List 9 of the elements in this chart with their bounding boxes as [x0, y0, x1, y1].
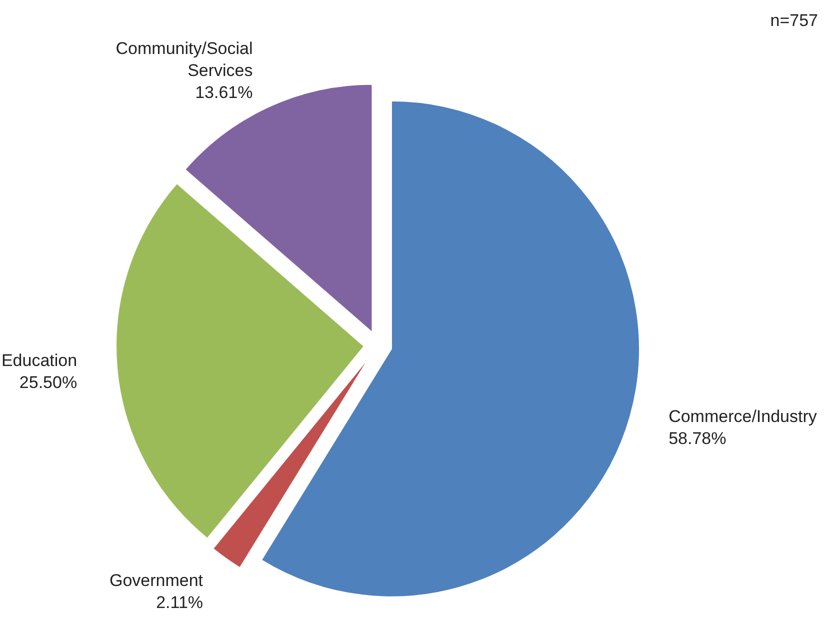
- text: n=757: [770, 11, 818, 30]
- data-label: 25.50%: [19, 372, 78, 392]
- slice-label: Education: [1, 350, 78, 370]
- slice-label: Community/Social Services: [116, 39, 253, 80]
- data-label: 58.78%: [668, 429, 726, 448]
- slice-label: Government: [109, 571, 204, 590]
- slice-label: Commerce/Industry: [668, 407, 818, 426]
- data-label: 13.61%: [195, 83, 253, 102]
- data-label: 2.11%: [156, 593, 204, 612]
